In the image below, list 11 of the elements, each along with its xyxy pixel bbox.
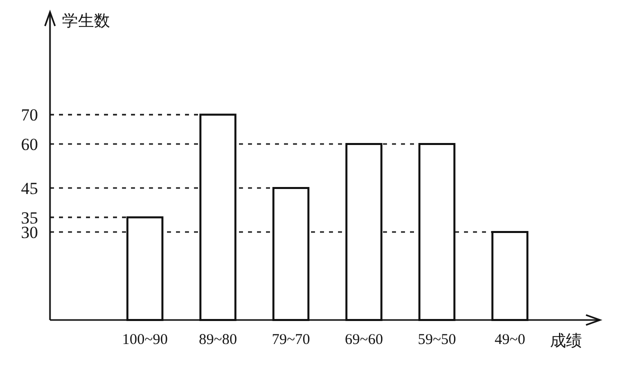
x-tick-label: 79~70 — [272, 332, 310, 348]
x-tick-label: 89~80 — [198, 332, 237, 348]
x-tick-label: 69~60 — [344, 332, 383, 348]
x-tick-label: 59~50 — [418, 332, 456, 348]
y-axis-title: 学生数 — [62, 12, 110, 30]
y-tick-label: 45 — [21, 179, 38, 198]
x-tick-label: 100~90 — [122, 332, 168, 348]
y-tick-label: 60 — [21, 135, 38, 154]
y-tick-label: 70 — [21, 106, 38, 125]
x-axis-title: 成绩 — [550, 332, 582, 350]
x-tick-label: 49~0 — [494, 332, 526, 348]
